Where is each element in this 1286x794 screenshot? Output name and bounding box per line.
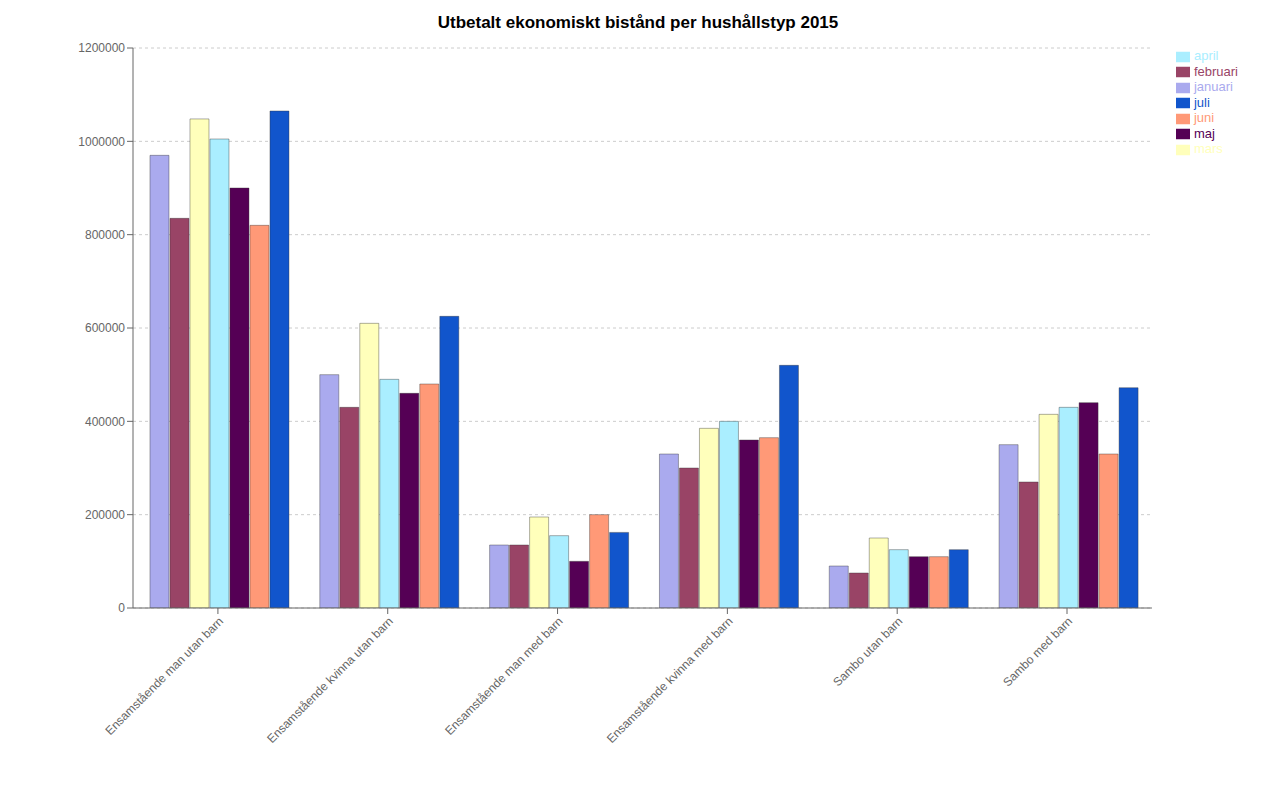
html-text:maj: maj: [1193, 125, 1215, 141]
svg-text:Ensamstående kvinna med barn: Ensamstående kvinna med barn: [604, 614, 736, 746]
svg-text:200000: 200000: [85, 508, 125, 522]
html-text:juni: juni: [1193, 110, 1215, 126]
svg-text:800000: 800000: [85, 228, 125, 242]
svg-text:Ensamstående man med barn: Ensamstående man med barn: [442, 614, 566, 738]
html-text:april: april: [1193, 48, 1219, 63]
svg-text:600000: 600000: [85, 321, 125, 335]
svg-text:Sambo utan barn: Sambo utan barn: [830, 614, 905, 689]
html-text:mars: mars: [1193, 141, 1223, 157]
svg-text:1200000: 1200000: [78, 41, 125, 55]
html-text:juli: juli: [1193, 94, 1210, 110]
svg-text:Sambo med barn: Sambo med barn: [1000, 614, 1075, 689]
svg-text:0: 0: [118, 601, 125, 615]
svg-text:Ensamstående man utan barn: Ensamstående man utan barn: [102, 614, 226, 738]
html-text:februari: februari: [1193, 63, 1238, 79]
html-text:Utbetalt ekonomiskt bistånd pe: Utbetalt ekonomiskt bistånd per hushålls…: [437, 13, 839, 32]
svg-text:1000000: 1000000: [78, 135, 125, 149]
html-text:januari: januari: [1193, 79, 1233, 95]
svg-text:400000: 400000: [85, 415, 125, 429]
svg-text:Ensamstående kvinna utan barn: Ensamstående kvinna utan barn: [264, 614, 396, 746]
